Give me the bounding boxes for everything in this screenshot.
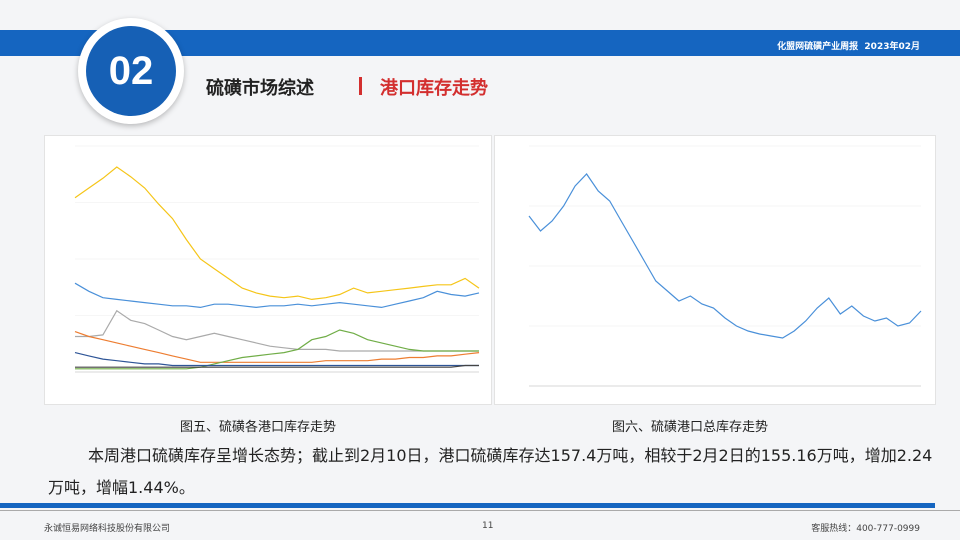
series-line-6 (74, 352, 479, 367)
section-title: 硫磺市场综述 (206, 78, 314, 99)
chart-panel-left (44, 135, 492, 405)
footer-divider (0, 510, 960, 511)
summary-paragraph: 本周港口硫磺库存呈增长态势；截止到2月10日，港口硫磺库存达157.4万吨，相较… (48, 446, 933, 497)
total-inventory-chart (528, 145, 922, 387)
footer-band (0, 503, 935, 508)
page-number: 11 (482, 521, 494, 531)
title-separator (359, 77, 362, 95)
series-line-2 (74, 282, 480, 309)
report-date: 2023年02月 (864, 42, 920, 52)
section-badge: 02 (86, 26, 176, 116)
section-subtitle: 港口库存走势 (380, 78, 488, 99)
footer-hotline: 客服热线：400-777-0999 (811, 524, 920, 534)
report-name: 化盟网硫磺产业周报 (777, 42, 859, 52)
footer-company: 永诚恒易网络科技股份有限公司 (44, 524, 171, 534)
series-line-1 (528, 173, 922, 339)
figure-caption-right: 图六、硫磺港口总库存走势 (612, 420, 769, 435)
series-line-7 (75, 364, 479, 368)
figure-caption-left: 图五、硫磺各港口库存走势 (180, 420, 337, 435)
ports-inventory-chart (74, 145, 480, 373)
report-info: 化盟网硫磺产业周报 2023年02月 (777, 39, 920, 52)
series-line-5 (75, 329, 479, 370)
series-line-3 (75, 309, 479, 352)
chart-panel-right (494, 135, 936, 405)
series-line-1 (74, 166, 480, 301)
series-line-4 (74, 331, 480, 363)
